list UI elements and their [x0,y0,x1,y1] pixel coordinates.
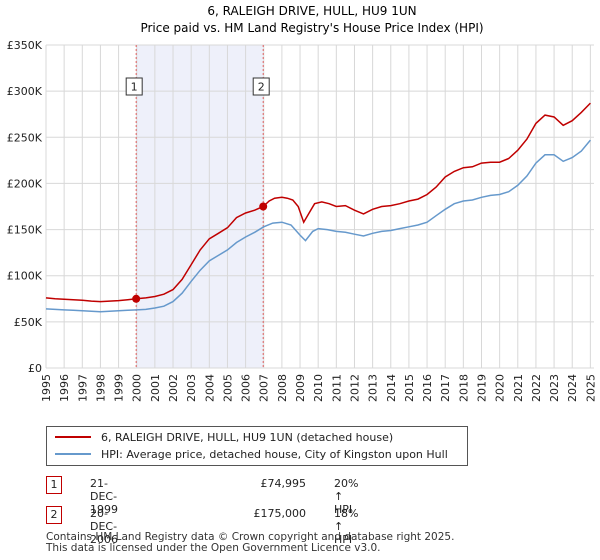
y-tick-label: £50K [14,316,43,329]
x-tick-label: 2004 [203,374,216,402]
legend-item-hpi: HPI: Average price, detached house, City… [55,446,448,462]
legend: 6, RALEIGH DRIVE, HULL, HU9 1UN (detache… [46,426,468,466]
x-tick-label: 2009 [294,374,307,402]
legend-label-price: 6, RALEIGH DRIVE, HULL, HU9 1UN (detache… [101,430,394,444]
event-label-box-1 [125,77,143,96]
x-tick-label: 2014 [385,374,398,402]
x-tick-label: 2000 [131,374,144,402]
y-tick-label: £300K [7,85,43,98]
y-tick-label: £150K [7,224,43,237]
x-tick-label: 2012 [348,374,361,402]
y-tick-label: £350K [7,39,43,52]
transaction-marker-1: 1 [46,476,62,494]
x-tick-label: 2018 [457,374,470,402]
x-tick-label: 2021 [512,374,525,402]
transaction-price-2: £175,000 [253,507,307,520]
event-label-1: 1 [131,81,138,94]
x-tick-label: 2002 [167,374,180,402]
y-tick-label: £250K [7,131,43,144]
y-tick-label: £0 [28,362,42,375]
transaction-price-1: £74,995 [260,477,307,490]
legend-item-price: 6, RALEIGH DRIVE, HULL, HU9 1UN (detache… [55,429,393,445]
x-tick-label: 2022 [530,374,543,402]
x-tick-label: 2010 [312,374,325,402]
x-tick-label: 1995 [40,374,53,402]
transaction-hpi-1: 20% ↑ HPI [334,477,359,516]
transaction-hpi-2: 18% ↑ HPI [334,507,359,546]
transaction-marker-2: 2 [46,506,62,524]
legend-swatch-hpi [55,453,91,455]
y-tick-label: £200K [7,177,43,190]
x-tick-label: 2007 [258,374,271,402]
x-tick-label: 2008 [276,374,289,402]
transaction-date-2: 20-DEC-2006 [90,507,118,546]
x-tick-label: 2025 [584,374,597,402]
event-label-box-2 [252,77,270,96]
footer: Contains HM Land Registry data © Crown c… [46,532,454,554]
x-tick-label: 1996 [58,374,71,402]
x-tick-label: 2013 [367,374,380,402]
footer-line-1: Contains HM Land Registry data © Crown c… [46,531,455,543]
sale-point-1 [132,294,141,303]
x-tick-label: 2006 [240,374,253,402]
x-tick-label: 1997 [76,374,89,402]
hpi-line [45,139,591,313]
sale-point-2 [259,202,268,211]
x-tick-label: 1999 [113,374,126,402]
y-tick-label: £100K [7,270,43,283]
ownership-period-shade [136,45,264,368]
chart-title: 6, RALEIGH DRIVE, HULL, HU9 1UN [207,4,416,18]
legend-label-hpi: HPI: Average price, detached house, City… [101,447,448,461]
transaction-date-1: 21-DEC-1999 [90,477,118,516]
price-paid-line [45,102,591,303]
x-tick-label: 1998 [94,374,107,402]
x-tick-label: 2020 [494,374,507,402]
x-tick-label: 2017 [439,374,452,402]
legend-swatch-price [55,436,91,438]
x-tick-label: 2024 [566,374,579,402]
event-label-2: 2 [258,81,265,94]
footer-line-2: This data is licensed under the Open Gov… [46,542,381,554]
x-tick-label: 2019 [475,374,488,402]
price-chart: 6, RALEIGH DRIVE, HULL, HU9 1UN Price pa… [7,4,598,402]
chart-subtitle: Price paid vs. HM Land Registry's House … [140,21,483,35]
x-tick-label: 2003 [185,374,198,402]
x-tick-label: 2011 [330,374,343,402]
x-tick-label: 2005 [221,374,234,402]
x-tick-label: 2001 [149,374,162,402]
x-tick-label: 2023 [548,374,561,402]
x-tick-label: 2016 [421,374,434,402]
x-tick-label: 2015 [403,374,416,402]
